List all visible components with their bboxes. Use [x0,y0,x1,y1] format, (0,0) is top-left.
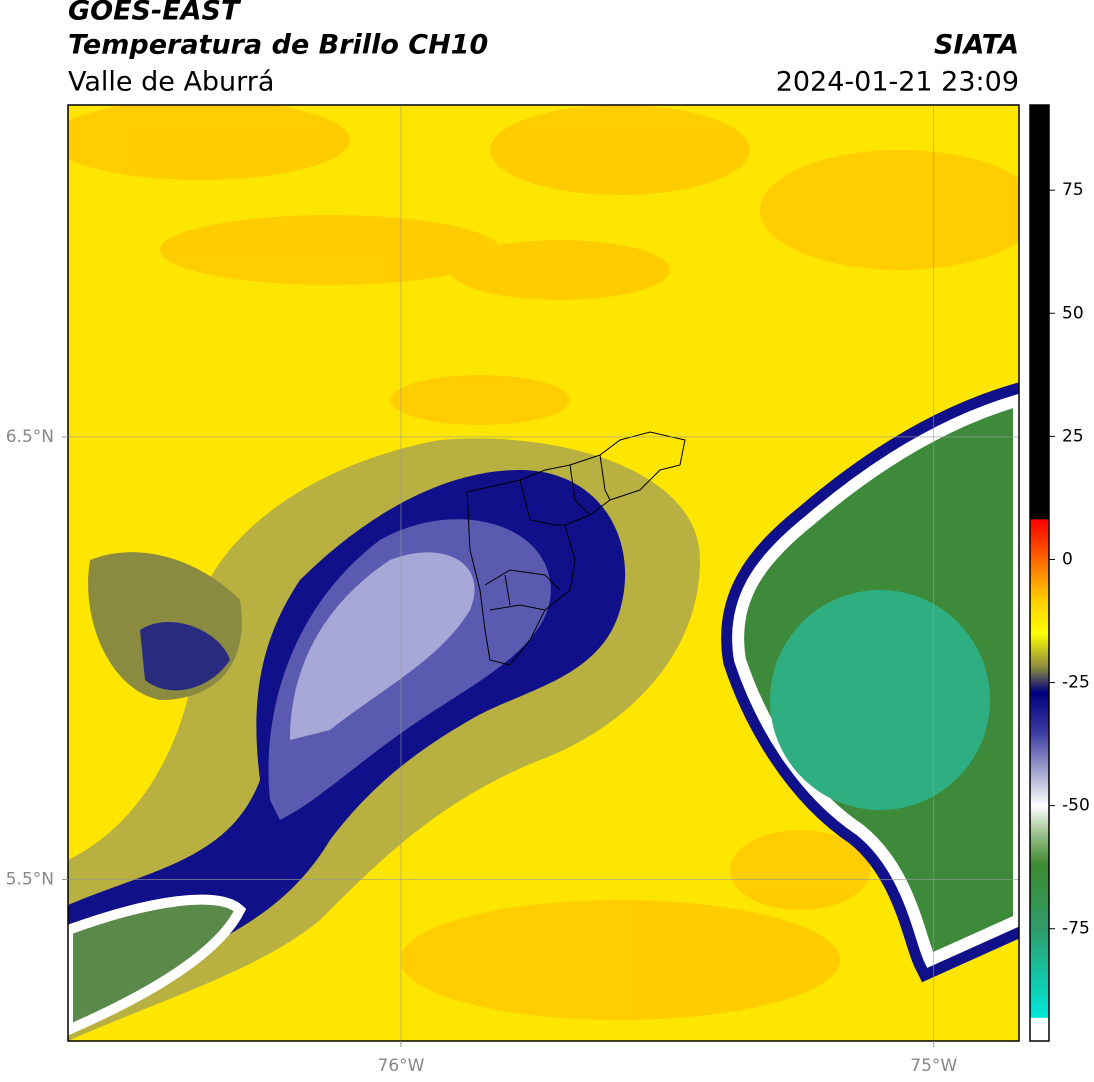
region: Valle de Aburrá [68,67,274,98]
lat-label: 5.5°N [6,869,54,889]
map-image [68,105,1019,1041]
lon-label: 76°W [378,1056,425,1076]
subtitle: Temperatura de Brillo CH10 [68,30,488,61]
colorbar-label: -25 [1062,673,1090,693]
cold-cloud-core [290,552,475,740]
colorbar-label: -50 [1062,796,1090,816]
municipal-boundaries [466,431,686,666]
warm-patches [68,105,1019,1020]
lat-label: 6.5°N [6,427,54,447]
colorbar-label: 0 [1062,549,1073,569]
colorbar [1029,104,1050,1042]
colorbar-label: 25 [1062,426,1084,446]
colorbar-label: -75 [1062,919,1090,939]
dark-arm [140,621,230,691]
clear-core [770,590,990,810]
grid [68,105,1019,1041]
datetime: 2024-01-21 23:09 [776,67,1019,98]
clear-southwest [68,894,247,1036]
colorbar-label: 50 [1062,303,1084,323]
source: SIATA [934,30,1019,61]
map-frame [67,104,1020,1042]
title: GOES-EAST [68,0,242,27]
colorbar-label: 75 [1062,180,1084,200]
lon-label: 75°W [910,1056,957,1076]
